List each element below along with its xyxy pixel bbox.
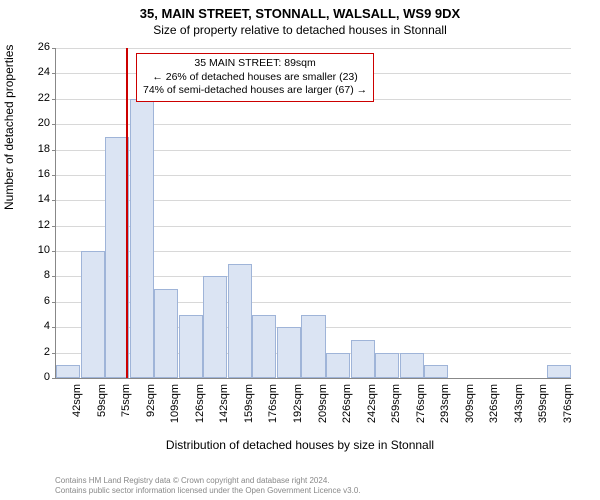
- chart-title: 35, MAIN STREET, STONNALL, WALSALL, WS9 …: [0, 0, 600, 21]
- histogram-bar: [252, 315, 276, 378]
- ytick-mark: [52, 99, 56, 100]
- xtick-label: 42sqm: [71, 384, 83, 434]
- histogram-bar: [351, 340, 375, 378]
- xtick-label: 259sqm: [390, 384, 402, 434]
- ytick-label: 2: [20, 346, 50, 358]
- annotation-line: 74% of semi-detached houses are larger (…: [143, 84, 367, 98]
- ytick-label: 16: [20, 168, 50, 180]
- ytick-label: 22: [20, 92, 50, 104]
- ytick-mark: [52, 73, 56, 74]
- chart-container: 35, MAIN STREET, STONNALL, WALSALL, WS9 …: [0, 0, 600, 500]
- histogram-bar: [81, 251, 105, 378]
- marker-line: [126, 48, 128, 378]
- annotation-line: ← 26% of detached houses are smaller (23…: [143, 71, 367, 85]
- histogram-bar: [179, 315, 203, 378]
- histogram-bar: [547, 365, 571, 378]
- ytick-label: 12: [20, 219, 50, 231]
- ytick-label: 0: [20, 371, 50, 383]
- histogram-bar: [203, 276, 227, 378]
- ytick-mark: [52, 200, 56, 201]
- xtick-label: 126sqm: [194, 384, 206, 434]
- ytick-label: 10: [20, 244, 50, 256]
- xtick-label: 159sqm: [243, 384, 255, 434]
- ytick-mark: [52, 48, 56, 49]
- ytick-label: 20: [20, 117, 50, 129]
- histogram-bar: [375, 353, 399, 378]
- plot-area: 35 MAIN STREET: 89sqm ← 26% of detached …: [55, 48, 571, 379]
- xtick-label: 209sqm: [317, 384, 329, 434]
- histogram-bar: [56, 365, 80, 378]
- histogram-bar: [130, 99, 154, 378]
- ytick-mark: [52, 175, 56, 176]
- ytick-label: 8: [20, 269, 50, 281]
- ytick-mark: [52, 124, 56, 125]
- footer-line: Contains public sector information licen…: [55, 486, 580, 496]
- xtick-label: 309sqm: [464, 384, 476, 434]
- xtick-label: 276sqm: [415, 384, 427, 434]
- footer-attribution: Contains HM Land Registry data © Crown c…: [55, 476, 580, 496]
- ytick-label: 18: [20, 143, 50, 155]
- ytick-label: 14: [20, 193, 50, 205]
- histogram-bar: [154, 289, 178, 378]
- xtick-label: 109sqm: [169, 384, 181, 434]
- histogram-bar: [400, 353, 424, 378]
- xtick-label: 226sqm: [341, 384, 353, 434]
- ytick-mark: [52, 226, 56, 227]
- xtick-label: 59sqm: [96, 384, 108, 434]
- gridline: [56, 48, 571, 49]
- xtick-label: 242sqm: [366, 384, 378, 434]
- xtick-label: 293sqm: [439, 384, 451, 434]
- ytick-mark: [52, 276, 56, 277]
- annotation-line: 35 MAIN STREET: 89sqm: [143, 57, 367, 71]
- y-axis-label: Number of detached properties: [2, 45, 16, 210]
- histogram-bar: [228, 264, 252, 378]
- ytick-mark: [52, 150, 56, 151]
- histogram-bar: [277, 327, 301, 378]
- x-axis-label: Distribution of detached houses by size …: [0, 438, 600, 452]
- ytick-mark: [52, 353, 56, 354]
- xtick-label: 343sqm: [513, 384, 525, 434]
- xtick-label: 192sqm: [292, 384, 304, 434]
- xtick-label: 176sqm: [267, 384, 279, 434]
- histogram-bar: [326, 353, 350, 378]
- ytick-label: 26: [20, 41, 50, 53]
- xtick-label: 376sqm: [562, 384, 574, 434]
- footer-line: Contains HM Land Registry data © Crown c…: [55, 476, 580, 486]
- ytick-mark: [52, 302, 56, 303]
- chart-subtitle: Size of property relative to detached ho…: [0, 21, 600, 37]
- histogram-bar: [301, 315, 325, 378]
- histogram-bar: [424, 365, 448, 378]
- xtick-label: 359sqm: [537, 384, 549, 434]
- xtick-label: 142sqm: [218, 384, 230, 434]
- ytick-mark: [52, 378, 56, 379]
- ytick-label: 24: [20, 66, 50, 78]
- xtick-label: 326sqm: [488, 384, 500, 434]
- ytick-mark: [52, 327, 56, 328]
- ytick-label: 6: [20, 295, 50, 307]
- xtick-label: 92sqm: [145, 384, 157, 434]
- ytick-label: 4: [20, 320, 50, 332]
- xtick-label: 75sqm: [120, 384, 132, 434]
- ytick-mark: [52, 251, 56, 252]
- annotation-box: 35 MAIN STREET: 89sqm ← 26% of detached …: [136, 53, 374, 102]
